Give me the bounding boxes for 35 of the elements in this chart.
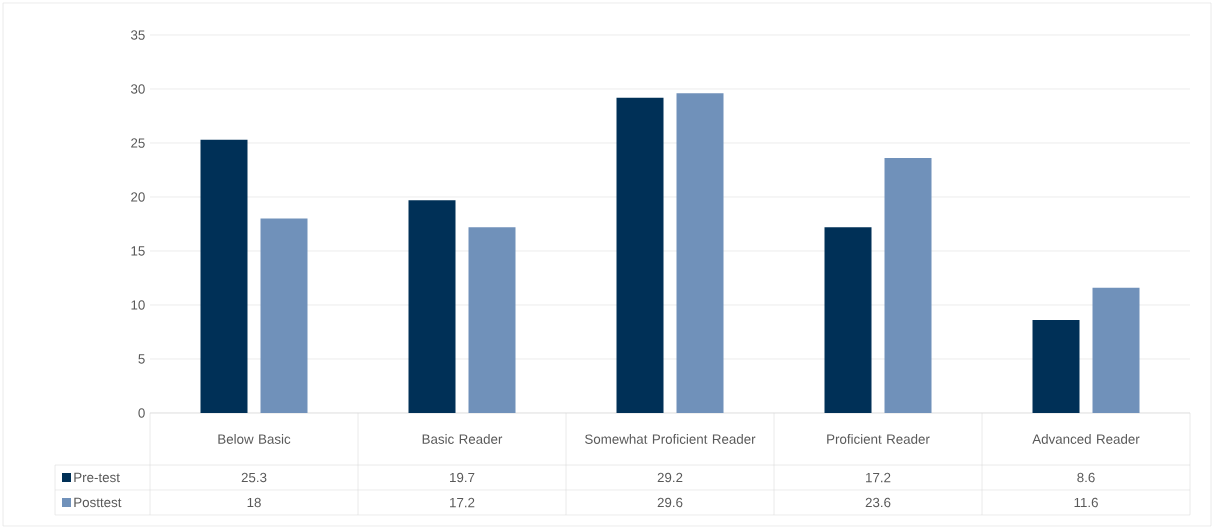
data-label: 25.3 [241,472,267,483]
bar [676,93,724,413]
bar [616,97,664,413]
x-tick-label: Proficient Reader [827,434,930,444]
data-label: 19.7 [450,472,475,483]
data-label: 29.2 [657,472,683,483]
y-tick-label: 25 [131,138,145,148]
legend-label: Pre-test [74,472,120,483]
y-tick-label: 5 [138,354,145,364]
y-tick-label: 35 [130,30,145,40]
x-tick-label: Somewhat Proficient Reader [585,434,756,444]
bar [260,218,308,413]
bar [884,158,932,413]
y-tick-label: 10 [131,300,145,310]
bar [1092,287,1140,413]
y-tick-label: 20 [131,192,145,202]
data-label: 17.2 [866,472,891,483]
bar [824,227,872,413]
data-label: 11.6 [1074,497,1098,508]
data-label: 23.6 [865,497,891,508]
bar [1032,320,1080,413]
bar [408,200,456,413]
y-tick-label: 15 [131,246,145,256]
x-tick-label: Advanced Reader [1032,434,1140,444]
x-tick-label: Below Basic [218,434,291,444]
data-label: 18 [247,497,261,508]
bar [468,227,516,413]
data-label: 29.6 [657,497,683,508]
data-label: 17.2 [450,497,475,508]
legend-label: Posttest [74,497,122,508]
bar [200,139,248,413]
x-tick-label: Basic Reader [422,434,503,444]
data-label: 8.6 [1077,472,1095,483]
y-tick-label: 30 [130,84,145,94]
y-tick-label: 0 [138,408,145,418]
